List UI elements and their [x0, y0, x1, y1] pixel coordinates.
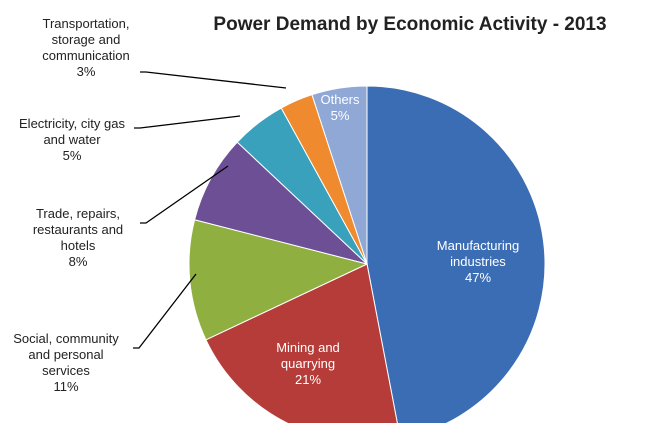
- slice-value-label: 47%: [465, 270, 491, 285]
- slice-value-label: 5%: [331, 108, 350, 123]
- slice-label: Trade, repairs, restaurants and hotels: [33, 206, 123, 253]
- slice-value-label: 5%: [63, 148, 82, 163]
- slice-label: Others: [320, 92, 360, 107]
- leader-line: [140, 71, 287, 89]
- slice-label: Social, community and personal services: [13, 331, 119, 378]
- pie-slice: [311, 85, 368, 265]
- slice-value-label: 21%: [295, 372, 321, 387]
- leader-line: [133, 273, 197, 349]
- leader-line: [134, 115, 241, 129]
- slice-value-label: 8%: [69, 254, 88, 269]
- chart-title: Power Demand by Economic Activity - 2013: [213, 14, 606, 35]
- leader-line: [140, 165, 229, 224]
- pie-slice: [366, 85, 546, 423]
- slice-value-label: 11%: [53, 379, 78, 394]
- pie-slice: [188, 219, 369, 341]
- slice-label: Mining and quarrying: [276, 340, 340, 371]
- slice-label: Manufacturing industries: [437, 238, 519, 269]
- slice-label: Transportation, storage and communication: [42, 16, 129, 63]
- slice-value-label: 3%: [77, 64, 96, 79]
- slice-label: Electricity, city gas and water: [19, 116, 125, 147]
